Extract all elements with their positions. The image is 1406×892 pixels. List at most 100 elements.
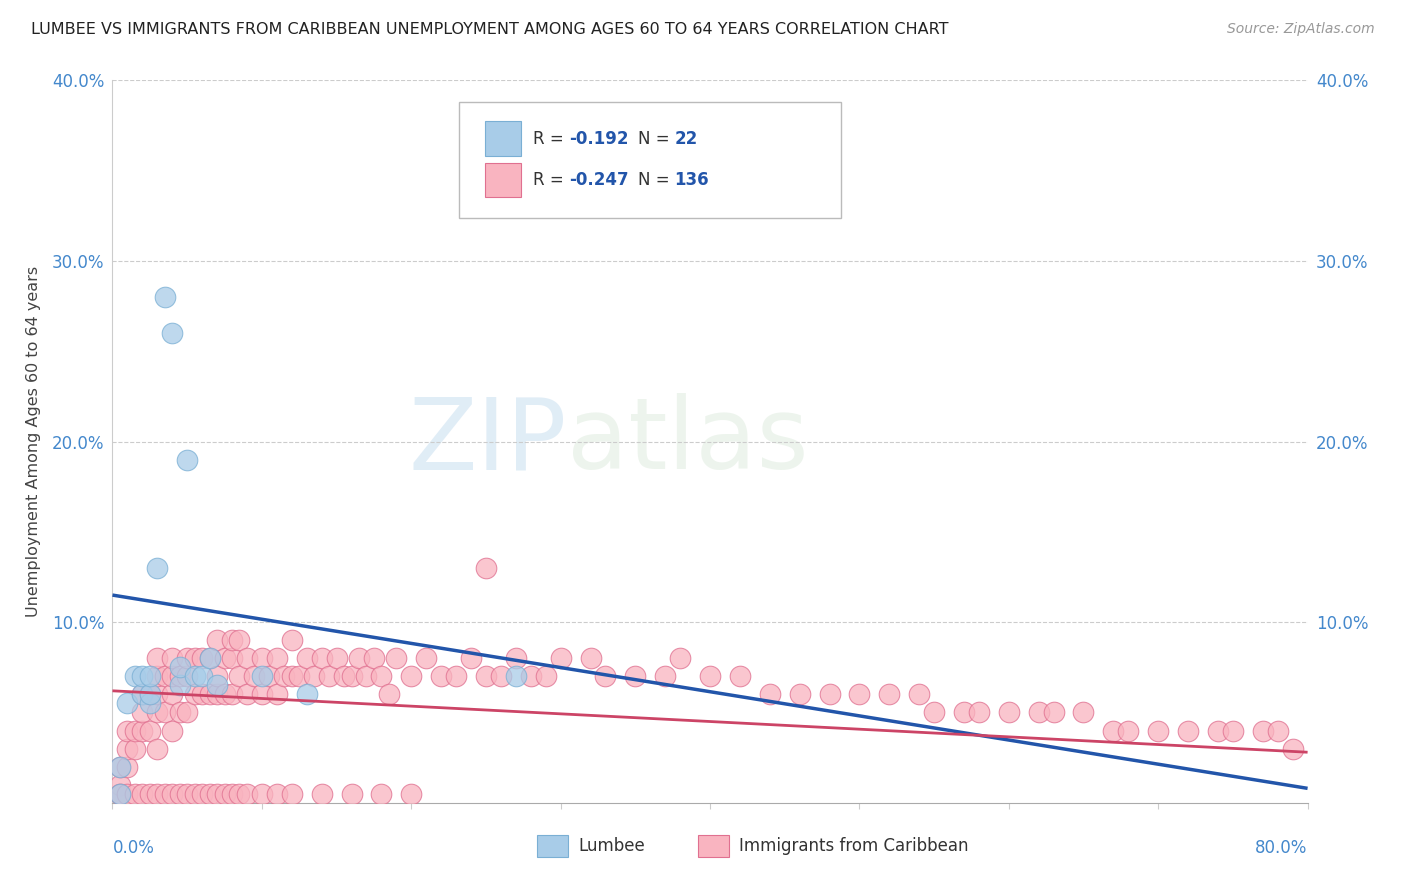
Point <box>818 687 841 701</box>
Point <box>221 787 243 801</box>
Point <box>139 787 162 801</box>
Bar <box>699 835 730 857</box>
Point <box>117 723 139 738</box>
Point <box>108 760 131 774</box>
Point <box>908 687 931 701</box>
Point <box>520 669 543 683</box>
Point <box>169 787 191 801</box>
Point <box>176 787 198 801</box>
Point <box>759 687 782 701</box>
Point <box>378 687 401 701</box>
Point <box>340 669 363 683</box>
Point <box>998 706 1021 720</box>
Point <box>146 651 169 665</box>
Point <box>146 687 169 701</box>
Point <box>221 687 243 701</box>
Point <box>162 787 183 801</box>
Text: R =: R = <box>533 130 569 148</box>
Point <box>139 687 162 701</box>
Point <box>922 706 945 720</box>
Point <box>318 669 340 683</box>
Point <box>198 787 221 801</box>
Point <box>489 669 512 683</box>
Point <box>124 741 146 756</box>
Point <box>624 669 647 683</box>
Text: Lumbee: Lumbee <box>579 838 645 855</box>
Point <box>1042 706 1064 720</box>
Point <box>505 651 527 665</box>
Point <box>146 561 169 575</box>
Point <box>534 669 557 683</box>
Text: N =: N = <box>638 171 675 189</box>
Point <box>162 723 183 738</box>
Bar <box>537 835 568 857</box>
Point <box>176 706 198 720</box>
Point <box>205 687 228 701</box>
Point <box>131 723 153 738</box>
Point <box>550 651 572 665</box>
Point <box>153 706 176 720</box>
Point <box>124 723 146 738</box>
Point <box>183 651 205 665</box>
Point <box>183 687 205 701</box>
Point <box>139 723 162 738</box>
Point <box>340 787 363 801</box>
Point <box>146 706 169 720</box>
Point <box>325 651 347 665</box>
Point <box>475 561 498 575</box>
Point <box>363 651 385 665</box>
Point <box>250 687 273 701</box>
Y-axis label: Unemployment Among Ages 60 to 64 years: Unemployment Among Ages 60 to 64 years <box>25 266 41 617</box>
Point <box>1073 706 1095 720</box>
Point <box>266 651 288 665</box>
Point <box>153 290 176 304</box>
Point <box>183 669 205 683</box>
Point <box>162 687 183 701</box>
Point <box>475 669 498 683</box>
Point <box>1206 723 1229 738</box>
Point <box>250 669 273 683</box>
Point <box>117 697 139 711</box>
Point <box>347 651 370 665</box>
Point <box>654 669 676 683</box>
Point <box>117 760 139 774</box>
Point <box>198 687 221 701</box>
Point <box>250 651 273 665</box>
Point <box>401 787 423 801</box>
Text: 22: 22 <box>675 130 697 148</box>
Point <box>131 706 153 720</box>
Point <box>153 669 176 683</box>
Point <box>108 787 131 801</box>
Point <box>430 669 453 683</box>
Point <box>595 669 617 683</box>
Point <box>879 687 901 701</box>
Text: atlas: atlas <box>567 393 808 490</box>
Point <box>169 706 191 720</box>
Point <box>214 651 236 665</box>
Point <box>669 651 692 665</box>
Point <box>415 651 437 665</box>
Point <box>169 660 191 674</box>
Point <box>243 669 266 683</box>
Point <box>370 787 392 801</box>
Point <box>228 669 250 683</box>
Text: ZIP: ZIP <box>408 393 567 490</box>
Point <box>1028 706 1050 720</box>
Point <box>191 687 214 701</box>
Point <box>385 651 408 665</box>
Point <box>250 787 273 801</box>
Point <box>205 669 228 683</box>
Point <box>169 678 191 692</box>
Point <box>176 651 198 665</box>
Text: N =: N = <box>638 130 675 148</box>
Point <box>153 787 176 801</box>
Point <box>131 687 153 701</box>
Point <box>848 687 870 701</box>
Point <box>1118 723 1140 738</box>
Text: 136: 136 <box>675 171 709 189</box>
Point <box>370 669 392 683</box>
Point <box>108 787 131 801</box>
Point <box>579 651 602 665</box>
Point <box>460 651 482 665</box>
Point <box>273 669 295 683</box>
